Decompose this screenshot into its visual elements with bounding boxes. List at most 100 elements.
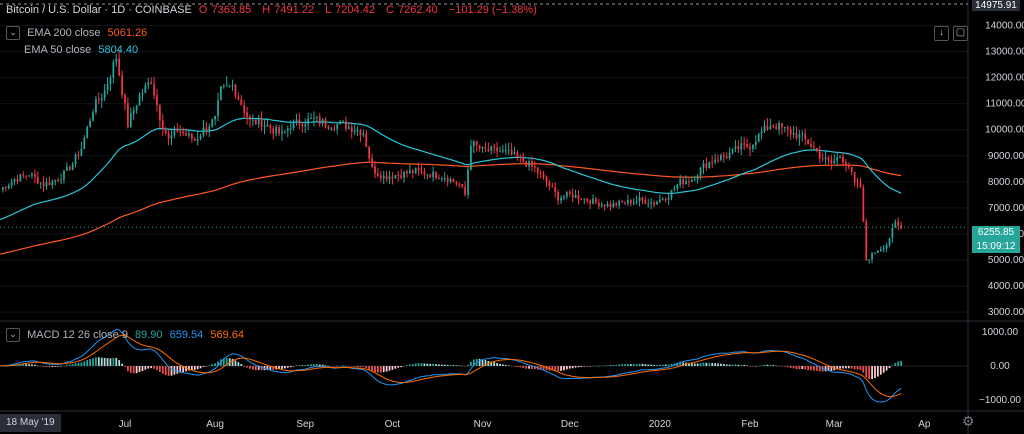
candle	[743, 143, 746, 145]
candle	[786, 127, 789, 130]
candle	[647, 203, 650, 205]
candle	[150, 82, 153, 85]
candle	[45, 182, 48, 187]
macd-hist-bar	[77, 362, 80, 366]
ema50-line	[0, 117, 902, 221]
candle	[531, 161, 533, 167]
chevron-down-icon[interactable]: ⌄	[6, 328, 20, 342]
macd-tick-label: 1000.00	[982, 327, 1019, 338]
candle	[888, 238, 891, 246]
candle	[39, 182, 42, 184]
macd-hist-bar	[440, 364, 443, 366]
macd-hist-bar	[597, 365, 600, 367]
candle	[682, 178, 684, 185]
macd-hist-bar	[286, 366, 289, 368]
macd-hist-bar	[193, 366, 196, 370]
macd-hist-bar	[266, 366, 269, 370]
candle	[877, 250, 879, 253]
countdown-value: 15:09:12	[976, 241, 1016, 252]
macd-hist-bar	[231, 358, 234, 366]
macd-hist-bar	[746, 365, 748, 366]
macd-hist-bar	[656, 364, 658, 366]
macd-hist-bar	[22, 364, 25, 366]
candle	[310, 118, 312, 120]
candle	[432, 171, 435, 178]
gear-icon[interactable]: ⚙	[962, 413, 975, 429]
price-tick-label: 3000.00	[988, 307, 1024, 318]
candle	[763, 125, 766, 132]
macd-tick-label: −1000.00	[979, 395, 1021, 406]
ema200-legend: ⌄ EMA 200 close 5061.26	[6, 26, 151, 40]
close-label: C	[386, 4, 394, 16]
macd-hist-bar	[470, 361, 472, 366]
candle	[522, 156, 525, 162]
candle	[429, 174, 432, 178]
candle	[580, 199, 583, 201]
macd-hist-bar	[188, 366, 190, 371]
candle	[487, 149, 490, 151]
macd-hist-bar	[310, 364, 312, 366]
macd-hist-bar	[57, 366, 60, 367]
macd-hist-bar	[86, 360, 89, 366]
candle	[28, 175, 30, 177]
macd-hist-bar	[708, 362, 711, 366]
macd-hist-bar	[740, 364, 743, 366]
macd-hist-bar	[769, 364, 772, 366]
time-tick-label: Jul	[119, 419, 132, 430]
time-tick-label: Mar	[826, 419, 844, 430]
candle	[25, 175, 28, 177]
macd-hist-bar	[254, 366, 257, 371]
candle	[757, 133, 760, 143]
candle	[298, 119, 301, 125]
macd-hist-bar	[89, 359, 91, 366]
candle	[269, 125, 272, 129]
crosshair-date-tag: 18 May '19	[0, 414, 61, 432]
macd-hist-bar	[542, 366, 545, 370]
candle	[859, 182, 862, 188]
candle	[217, 100, 219, 116]
candle	[435, 171, 437, 179]
countdown-tag: 15:09:12	[972, 240, 1020, 253]
candle	[795, 132, 798, 139]
candle	[403, 171, 405, 178]
candle	[440, 178, 443, 180]
macd-hist-bar	[728, 364, 731, 366]
candle	[711, 161, 714, 163]
macd-hist-bar	[778, 365, 780, 367]
macd-hist-bar	[135, 366, 138, 374]
candle	[592, 198, 594, 204]
macd-hist-bar	[350, 366, 353, 367]
candle	[10, 181, 13, 186]
symbol-title: Bitcoin / U.S. Dollar · 1D · COINBASE	[6, 4, 192, 16]
candle	[16, 179, 19, 182]
macd-hist-bar	[810, 366, 812, 371]
candle	[330, 128, 333, 130]
arrow-down-icon[interactable]: ↓	[934, 26, 949, 41]
macd-hist-bar	[783, 366, 786, 367]
candle	[775, 127, 778, 130]
macd-hist-bar	[333, 366, 336, 367]
macd-hist-bar	[156, 366, 158, 371]
candle	[345, 121, 347, 129]
macd-hist-bar	[891, 365, 894, 366]
macd-hist-bar	[565, 366, 568, 370]
candle	[618, 201, 621, 206]
maximize-icon[interactable]: ▢	[953, 26, 968, 41]
macd-hist-bar	[409, 364, 411, 366]
macd-hist-bar	[423, 363, 426, 366]
macd-hist-bar	[19, 364, 22, 366]
macd-hist-bar	[618, 364, 621, 366]
macd-hist-bar	[159, 366, 161, 373]
candle	[493, 146, 496, 148]
candle	[615, 203, 618, 206]
candle	[507, 149, 510, 151]
macd-value: 659.54	[169, 328, 204, 341]
candle	[609, 203, 612, 208]
macd-hist-bar	[627, 363, 629, 366]
macd-hist-bar	[504, 364, 507, 366]
chevron-down-icon[interactable]: ⌄	[6, 26, 20, 40]
candle	[281, 131, 283, 134]
macd-hist-bar	[664, 364, 667, 366]
candle	[455, 181, 458, 184]
